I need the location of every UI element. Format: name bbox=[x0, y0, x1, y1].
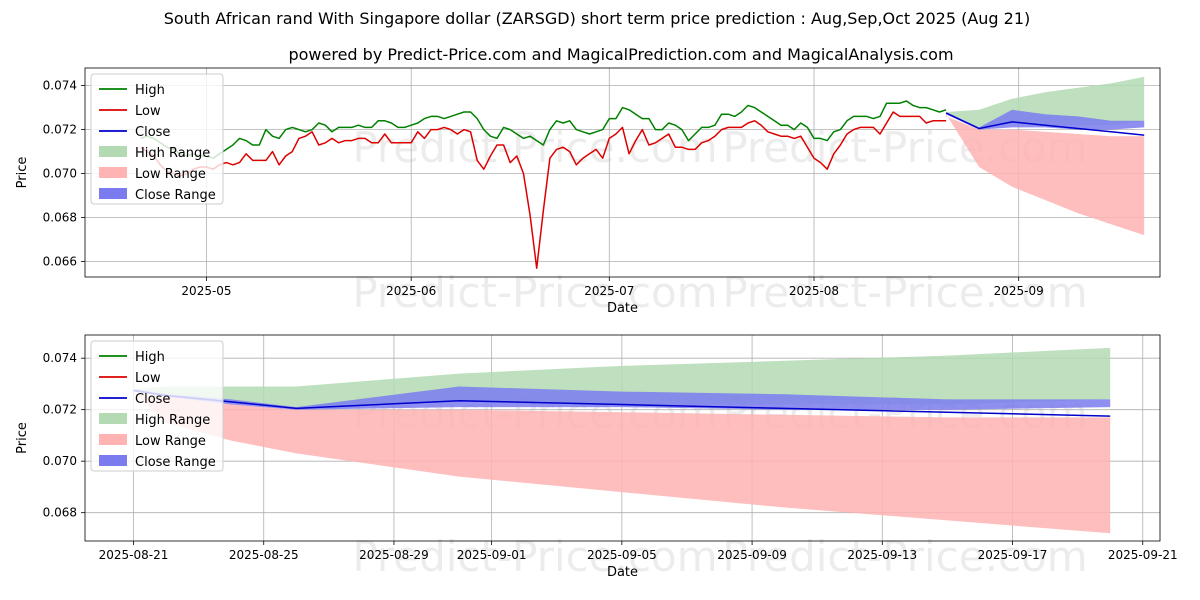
x-tick-label: 2025-09-13 bbox=[847, 548, 917, 562]
legend-label: Low bbox=[135, 104, 161, 119]
x-tick-label: 2025-07 bbox=[584, 284, 634, 298]
x-tick-label: 2025-08-25 bbox=[229, 548, 299, 562]
x-tick-label: 2025-08 bbox=[789, 284, 839, 298]
legend-label: Close bbox=[135, 125, 170, 140]
legend-label: Close bbox=[135, 392, 170, 407]
plot-frame bbox=[84, 334, 1161, 542]
y-tick-label: 0.066 bbox=[43, 255, 77, 269]
close-series-line bbox=[945, 112, 1145, 136]
high-range-band bbox=[946, 76, 1145, 128]
plot-area bbox=[140, 76, 1145, 269]
legend-swatch-patch bbox=[99, 413, 127, 424]
y-tick-label: 0.068 bbox=[43, 211, 77, 225]
x-tick-label: 2025-09-21 bbox=[1108, 548, 1178, 562]
legend-swatch-patch bbox=[99, 188, 127, 199]
watermark: Predict-Price.com bbox=[352, 268, 717, 317]
low-range-band bbox=[946, 114, 1145, 236]
legend-swatch-patch bbox=[99, 146, 127, 157]
x-tick-label: 2025-06 bbox=[386, 284, 436, 298]
watermark: Predict-Price.com bbox=[722, 268, 1087, 317]
y-axis-label: Price bbox=[15, 157, 30, 189]
x-tick-label: 2025-09-17 bbox=[978, 548, 1048, 562]
y-tick-label: 0.072 bbox=[43, 403, 77, 417]
legend-label: Low Range bbox=[135, 434, 206, 449]
top-panel: Predict-Price.com Predict-Price.comPredic… bbox=[15, 67, 1161, 317]
x-tick-label: 2025-08-29 bbox=[359, 548, 429, 562]
chart-title: South African rand With Singapore dollar… bbox=[163, 9, 1031, 28]
legend-label: Low bbox=[135, 371, 161, 386]
legend-label: High bbox=[135, 83, 165, 98]
watermark: Predict-Price.com bbox=[352, 532, 717, 581]
x-tick-label: 2025-05 bbox=[181, 284, 231, 298]
x-tick-label: 2025-08-21 bbox=[99, 548, 169, 562]
y-tick-label: 0.074 bbox=[43, 351, 77, 365]
chart-subtitle: powered by Predict-Price.com and Magical… bbox=[288, 45, 954, 64]
y-tick-label: 0.068 bbox=[43, 506, 77, 520]
legend-label: Close Range bbox=[135, 455, 216, 470]
legend: High Low Close High Range Low Range Close Ran… bbox=[90, 340, 224, 472]
x-axis-label: Date bbox=[607, 565, 638, 580]
legend: High Low Close High Range Low Range Close Ran… bbox=[90, 73, 224, 205]
legend-label: High bbox=[135, 350, 165, 365]
high-range-band bbox=[133, 347, 1111, 408]
x-tick-label: 2025-09-09 bbox=[717, 548, 787, 562]
x-tick-label: 2025-09-05 bbox=[587, 548, 657, 562]
plot-area bbox=[133, 347, 1111, 534]
low-series-line bbox=[140, 111, 947, 269]
low-range-band bbox=[133, 391, 1111, 534]
y-tick-label: 0.070 bbox=[43, 167, 77, 181]
legend-label: High Range bbox=[135, 146, 210, 161]
legend-swatch-patch bbox=[99, 167, 127, 178]
watermark: Predict-Price.com bbox=[722, 532, 1087, 581]
legend-label: Low Range bbox=[135, 167, 206, 182]
legend-label: Close Range bbox=[135, 188, 216, 203]
legend-swatch-patch bbox=[99, 434, 127, 445]
y-axis-label: Price bbox=[15, 422, 30, 454]
x-tick-label: 2025-09-01 bbox=[457, 548, 527, 562]
legend-label: High Range bbox=[135, 413, 210, 428]
plot-frame bbox=[84, 67, 1161, 278]
watermark: Predict-Price.com bbox=[352, 123, 717, 172]
legend-swatch-patch bbox=[99, 455, 127, 466]
y-tick-label: 0.074 bbox=[43, 79, 77, 93]
y-tick-label: 0.072 bbox=[43, 123, 77, 137]
x-axis-label: Date bbox=[607, 301, 638, 316]
y-tick-label: 0.070 bbox=[43, 454, 77, 468]
high-series-line bbox=[140, 100, 947, 159]
x-tick-label: 2025-09 bbox=[994, 284, 1044, 298]
